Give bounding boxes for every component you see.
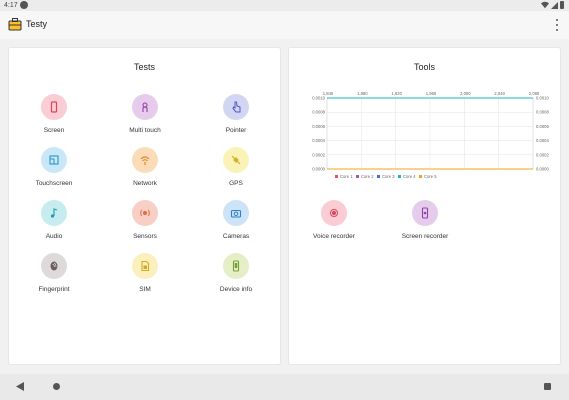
test-sim-button[interactable]: SIM	[105, 253, 185, 293]
test-pointer-button[interactable]: Pointer	[196, 94, 276, 134]
tool-screen-recorder-button[interactable]: Screen recorder	[385, 200, 465, 240]
test-screen-label: Screen	[43, 127, 65, 134]
test-cameras-button[interactable]: Cameras	[196, 200, 276, 240]
chart-y-tick-label-right: 0.0008	[536, 110, 549, 115]
camera-icon	[223, 200, 249, 226]
chart-legend-swatch-4	[398, 175, 401, 178]
chart-y-tick-label-right: 0.0006	[536, 124, 549, 129]
chart-legend-label-1: Core 1	[340, 174, 353, 179]
tools-card: Tools 1,840 1,880 1,920 1,960 2,000 2,040 2,08…	[288, 47, 561, 365]
test-sim-label: SIM	[139, 286, 151, 293]
chart-legend-label-4: Core 4	[403, 174, 416, 179]
test-touchscreen-button[interactable]: Touchscreen	[14, 147, 94, 187]
recents-icon[interactable]	[544, 383, 551, 390]
toolbox-icon	[8, 18, 22, 31]
status-time: 4:17	[4, 2, 18, 9]
status-bar: 4:17	[0, 0, 569, 11]
chart-legend-swatch-5	[419, 175, 422, 178]
test-cameras-label: Cameras	[222, 233, 250, 240]
test-fingerprint-button[interactable]: Fingerprint	[14, 253, 94, 293]
chart-legend-swatch-1	[335, 175, 338, 178]
tool-voice-recorder-button[interactable]: Voice recorder	[294, 200, 374, 240]
chart-x-tick-label: 1,880	[357, 91, 368, 96]
test-network-label: Network	[133, 180, 157, 187]
screen-recorder-icon	[412, 200, 438, 226]
chart-x-tick-label: 2,040	[494, 91, 505, 96]
tests-title: Tests	[133, 62, 155, 72]
app-bar: Testy	[0, 11, 569, 39]
test-device-info-label: Device info	[219, 286, 253, 293]
chart-y-tick-label-left: 0.0006	[312, 124, 325, 129]
chart-legend-swatch-2	[356, 175, 359, 178]
chart-legend-label-2: Core 2	[361, 174, 374, 179]
notification-app-icon	[20, 1, 28, 9]
test-sensors-button[interactable]: Sensors	[105, 200, 185, 240]
chart-x-tick-label: 2,000	[460, 91, 471, 96]
record-icon	[321, 200, 347, 226]
app-title: Testy	[26, 19, 48, 29]
device-info-icon	[223, 253, 249, 279]
gps-satellite-icon	[223, 147, 249, 173]
sensors-icon	[132, 200, 158, 226]
test-gps-button[interactable]: GPS	[196, 147, 276, 187]
signal-icon	[551, 1, 558, 9]
chart-x-tick-label: 1,840	[323, 91, 334, 96]
chart-legend-label-3: Core 3	[382, 174, 395, 179]
navigation-bar	[0, 374, 569, 400]
tools-title: Tools	[413, 62, 435, 72]
music-note-icon	[41, 200, 67, 226]
chart-y-tick-label-left: 0.0004	[312, 138, 325, 143]
chart-y-tick-label-left: 0.0002	[312, 152, 325, 157]
tool-screen-recorder-label: Screen recorder	[401, 233, 449, 240]
battery-icon	[560, 1, 564, 9]
multi-touch-icon	[132, 94, 158, 120]
test-fingerprint-label: Fingerprint	[38, 286, 70, 293]
tests-card: Tests Screen Multi touch Pointer Touchsc…	[8, 47, 281, 365]
chart-legend-swatch-3	[377, 175, 380, 178]
chart-y-tick-label-right: 0.0004	[536, 138, 549, 143]
sim-card-icon	[132, 253, 158, 279]
pointer-hand-icon	[223, 94, 249, 120]
cpu-chart-svg: 1,840 1,880 1,920 1,960 2,000 2,040 2,0800.001…	[312, 91, 549, 179]
chart-y-tick-label-right: 0.0000	[536, 167, 549, 172]
test-pointer-label: Pointer	[225, 127, 247, 134]
status-icons	[541, 1, 564, 9]
chart-legend-label-5: Core 5	[424, 174, 437, 179]
test-multi-touch-label: Multi touch	[129, 127, 161, 134]
test-multi-touch-button[interactable]: Multi touch	[105, 94, 185, 134]
chart-y-tick-label-right: 0.0002	[536, 152, 549, 157]
chart-y-tick-label-left: 0.0000	[312, 167, 325, 172]
back-icon[interactable]	[16, 382, 24, 391]
smartphone-icon	[41, 94, 67, 120]
tool-voice-recorder-label: Voice recorder	[313, 233, 355, 240]
chart-y-tick-label-right: 0.0010	[536, 96, 549, 101]
overflow-menu-icon[interactable]	[555, 19, 559, 31]
touchscreen-icon	[41, 147, 67, 173]
network-icon	[132, 147, 158, 173]
chart-y-tick-label-left: 0.0010	[312, 96, 325, 101]
test-audio-label: Audio	[45, 233, 63, 240]
chart-x-tick-label: 1,920	[391, 91, 402, 96]
test-touchscreen-label: Touchscreen	[35, 180, 73, 187]
test-device-info-button[interactable]: Device info	[196, 253, 276, 293]
test-sensors-label: Sensors	[133, 233, 157, 240]
chart-y-tick-label-left: 0.0008	[312, 110, 325, 115]
test-screen-button[interactable]: Screen	[14, 94, 94, 134]
test-network-button[interactable]: Network	[105, 147, 185, 187]
wifi-icon	[541, 1, 549, 9]
home-icon[interactable]	[53, 383, 60, 390]
test-gps-label: GPS	[229, 180, 243, 187]
test-audio-button[interactable]: Audio	[14, 200, 94, 240]
cpu-chart: 1,840 1,880 1,920 1,960 2,000 2,040 2,080 0.001…	[305, 83, 555, 193]
fingerprint-icon	[41, 253, 67, 279]
chart-x-tick-label: 1,960	[426, 91, 437, 96]
chart-x-tick-label: 2,080	[529, 91, 540, 96]
